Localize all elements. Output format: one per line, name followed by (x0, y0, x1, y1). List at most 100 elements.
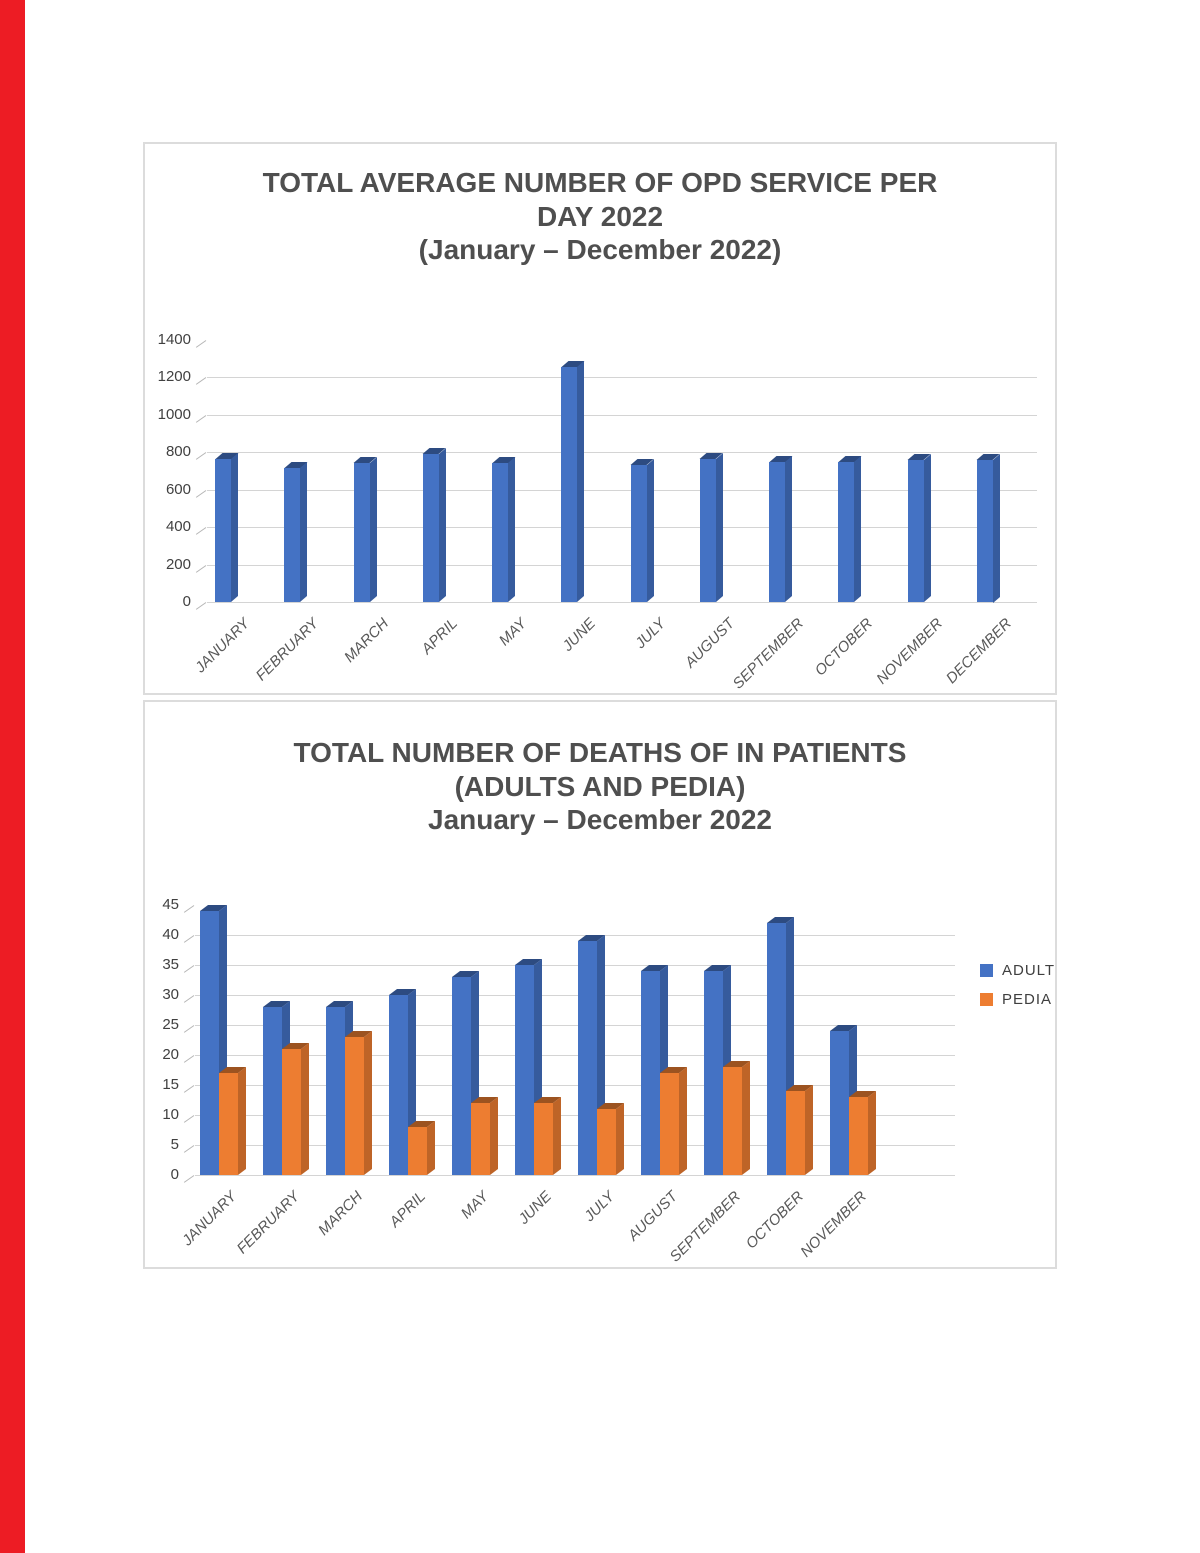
y-axis-tick (195, 527, 207, 535)
gridline (195, 1085, 955, 1086)
legend-swatch-adult (980, 964, 993, 977)
gridline (195, 935, 955, 936)
bar-may-opd-side (508, 457, 516, 602)
chart-title-line: January – December 2022 (428, 804, 772, 836)
y-axis-tick-label: 10 (162, 1106, 179, 1123)
bar-april-opd (422, 453, 439, 602)
legend-item-pedia: PEDIA (980, 991, 1055, 1008)
bar-june-adult (515, 965, 534, 1175)
gridline (195, 1145, 955, 1146)
page-edge-strip (0, 0, 25, 1553)
bar-april-adult (389, 995, 408, 1175)
bar-june-pedia (534, 1103, 553, 1175)
y-axis-tick (183, 1085, 195, 1093)
y-axis-tick (195, 489, 207, 498)
bar-august-pedia (660, 1073, 679, 1175)
y-axis-tick (195, 339, 207, 348)
bar-november-pedia-side (868, 1091, 876, 1175)
chart-title-line: (January – December 2022) (418, 234, 782, 266)
bar-february-opd (284, 467, 301, 602)
plot-area: 0 200 400 600 800 1000 1200 1400 JANUARY FEBRUARY… (145, 144, 1055, 693)
bar-october-adult (767, 923, 786, 1175)
chart-title: TOTAL NUMBER OF DEATHS OF IN PATIENTS (A… (185, 736, 1015, 837)
y-axis-tick-label: 30 (162, 986, 179, 1003)
y-axis-tick-label: 0 (182, 593, 191, 610)
bar-october-opd-side (854, 456, 862, 602)
y-axis-tick (195, 414, 207, 423)
bar-october-pedia-side (805, 1085, 813, 1175)
bar-january-opd (215, 458, 231, 602)
bar-may-pedia-side (490, 1097, 498, 1175)
bar-september-opd (769, 462, 786, 602)
y-axis-tick-label: 20 (162, 1046, 179, 1063)
gridline (195, 1115, 955, 1116)
y-axis-tick (183, 1025, 195, 1033)
legend-item-adult: ADULT (980, 962, 1055, 979)
y-axis-tick-label: 800 (165, 443, 191, 460)
bar-august-opd (699, 458, 716, 602)
bar-may-adult (452, 977, 471, 1175)
bar-march-adult (326, 1007, 345, 1175)
opd-services-chart: TOTAL AVERAGE NUMBER OF OPD SERVICE PER … (143, 142, 1057, 695)
bar-november-opd-side (923, 454, 931, 602)
bar-april-pedia-side (427, 1121, 435, 1175)
y-axis-tick (183, 965, 195, 973)
bar-april-pedia (408, 1127, 427, 1175)
legend-label-pedia: PEDIA (1002, 991, 1053, 1008)
bar-january-pedia-side (238, 1067, 246, 1175)
y-axis-tick-label: 200 (165, 555, 191, 573)
y-axis-tick-label: 0 (170, 1166, 179, 1183)
y-axis-tick-label: 1200 (157, 368, 191, 385)
bar-november-adult (830, 1031, 849, 1175)
y-axis-tick-label: 5 (170, 1136, 179, 1153)
bar-march-opd (353, 463, 370, 602)
y-axis-tick (195, 564, 207, 573)
bar-july-adult (578, 941, 597, 1175)
y-axis-tick (195, 377, 207, 385)
y-axis-tick-label: 1000 (157, 405, 191, 423)
y-axis-tick-label: 45 (162, 896, 179, 913)
bar-february-pedia-side (301, 1043, 309, 1175)
bar-may-pedia (471, 1103, 490, 1175)
y-axis-tick (195, 452, 207, 460)
bar-july-opd (630, 465, 647, 602)
chart-title-line: (ADULTS AND PEDIA) (454, 770, 746, 802)
deaths-chart: TOTAL NUMBER OF DEATHS OF IN PATIENTS (A… (143, 700, 1057, 1269)
y-axis-tick (183, 1145, 195, 1153)
legend-swatch-pedia (980, 993, 993, 1006)
y-axis-tick-label: 25 (162, 1016, 179, 1033)
bar-february-pedia (282, 1049, 301, 1175)
bar-june-opd (561, 366, 578, 602)
legend-label-adult: ADULT (1002, 962, 1056, 979)
bar-august-adult (641, 971, 660, 1175)
plot-area: 0 5 10 15 20 25 30 35 40 45 JANUARY FEBRUARY MARCH AP… (145, 702, 1055, 1267)
y-axis-tick-label: 35 (162, 956, 179, 973)
legend: ADULT PEDIA (980, 962, 1055, 1020)
gridline (207, 377, 1037, 378)
y-axis-tick (183, 1055, 195, 1063)
bar-september-adult (704, 971, 723, 1175)
gridline (207, 602, 1037, 603)
y-axis-tick-label: 15 (162, 1076, 179, 1093)
bar-december-opd-side (992, 453, 1000, 602)
y-axis-tick-label: 400 (165, 518, 191, 535)
bar-december-opd (976, 459, 993, 602)
y-axis-tick (183, 905, 195, 913)
gridline (195, 965, 955, 966)
bar-january-opd-side (231, 452, 238, 602)
bar-july-opd-side (646, 459, 654, 602)
bar-march-pedia (345, 1037, 364, 1175)
bar-september-pedia-side (742, 1061, 750, 1175)
bar-august-pedia-side (679, 1067, 687, 1175)
y-axis-tick-label: 1400 (157, 330, 191, 348)
y-axis-tick (183, 935, 195, 943)
bar-july-pedia-side (616, 1103, 624, 1175)
bar-may-opd (492, 463, 509, 602)
bar-january-adult (200, 911, 219, 1175)
gridline (195, 1175, 955, 1176)
bar-march-opd-side (369, 457, 377, 602)
bar-september-opd-side (785, 456, 793, 602)
y-axis-tick-label: 600 (165, 480, 191, 498)
gridline (195, 1025, 955, 1026)
bar-june-pedia-side (553, 1097, 561, 1175)
